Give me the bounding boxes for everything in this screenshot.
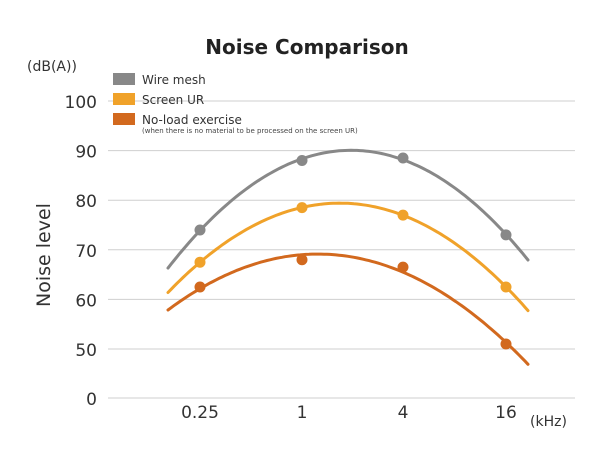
data-point (500, 229, 512, 241)
legend-swatch (113, 73, 135, 85)
y-axis-label: Noise level (33, 203, 55, 307)
data-point (500, 281, 512, 293)
y-tick-label: 60 (75, 291, 97, 311)
y-tick-label: 50 (75, 341, 97, 361)
data-point (500, 338, 512, 350)
y-axis-unit: (dB(A)) (27, 59, 77, 75)
y-tick-label: 100 (65, 93, 97, 113)
legend-swatch (113, 113, 135, 125)
y-tick-label: 80 (75, 192, 97, 212)
legend-label: No-load exercise (142, 113, 242, 127)
data-point (397, 152, 409, 164)
legend: Wire mesh Screen UR No-load exercise(when … (113, 73, 358, 135)
series-line-0 (166, 148, 530, 270)
gridlines (108, 100, 575, 399)
series-lines (166, 148, 530, 366)
tick-labels: 0 50 60 70 80 90 100 0.25 1 4 16 (65, 93, 517, 423)
y-tick-label: 90 (75, 143, 97, 163)
data-point (397, 209, 409, 221)
data-point (397, 261, 409, 273)
chart-title: Noise Comparison (205, 35, 408, 59)
x-tick-label: 0.25 (181, 403, 219, 423)
x-axis-unit: (kHz) (530, 414, 567, 430)
x-tick-label: 16 (495, 403, 517, 423)
data-point (296, 202, 308, 214)
series-line-2 (166, 252, 530, 366)
series-line-1 (166, 201, 530, 313)
legend-swatch (113, 93, 135, 105)
legend-label: Screen UR (142, 93, 204, 107)
x-tick-label: 1 (297, 403, 308, 423)
data-point (194, 281, 206, 293)
x-tick-label: 4 (398, 403, 409, 423)
data-point (296, 254, 308, 266)
data-point (296, 155, 308, 167)
legend-note: (when there is no material to be process… (142, 127, 358, 135)
data-point (194, 224, 206, 236)
y-tick-label: 70 (75, 242, 97, 262)
y-tick-label: 0 (86, 390, 97, 410)
legend-label: Wire mesh (142, 73, 206, 87)
data-point (194, 256, 206, 268)
